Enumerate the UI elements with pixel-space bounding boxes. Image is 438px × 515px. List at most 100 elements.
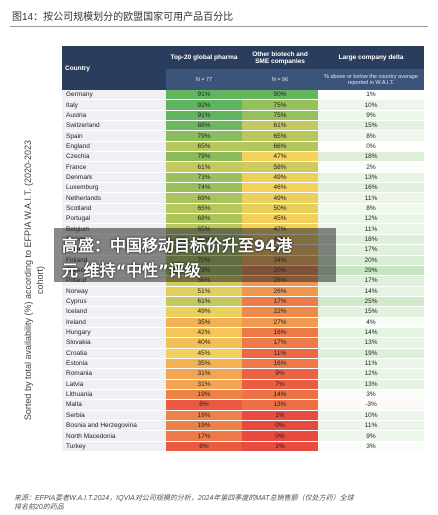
value-cell: 61% xyxy=(242,120,318,132)
side-label: Sorted by total availability (%) accordi… xyxy=(23,139,45,421)
table-row: Norway 51% 26% 14% xyxy=(62,286,424,297)
country-cell: Malta xyxy=(62,399,166,411)
value-cell: 4% xyxy=(318,317,424,328)
column-subheader: N = 96 xyxy=(242,69,318,90)
value-cell: 45% xyxy=(242,213,318,225)
value-cell: 7% xyxy=(242,379,318,390)
value-cell: 1% xyxy=(242,441,318,453)
table-row: Italy 92% 75% 10% xyxy=(62,99,424,111)
value-cell: 14% xyxy=(318,327,424,339)
value-cell: 79% xyxy=(166,130,242,142)
header-row: Country Top-20 global pharma Other biotech… xyxy=(62,46,424,90)
value-cell: 65% xyxy=(242,130,318,142)
value-cell: 10% xyxy=(318,410,424,422)
value-cell: 49% xyxy=(166,306,242,318)
value-cell: 16% xyxy=(242,327,318,339)
value-cell: 6% xyxy=(166,441,242,453)
table-row: Scotland 65% 50% 8% xyxy=(62,203,424,215)
country-cell: Ireland xyxy=(62,317,166,328)
column-subheader: N = 77 xyxy=(166,69,242,90)
country-cell: Latvia xyxy=(62,379,166,390)
table-row: Hungary 42% 16% 14% xyxy=(62,327,424,339)
value-cell: 11% xyxy=(318,192,424,204)
value-cell: 8% xyxy=(318,203,424,215)
value-cell: 16% xyxy=(242,358,318,370)
value-cell: 10% xyxy=(318,99,424,111)
value-cell: 15% xyxy=(318,306,424,318)
value-cell: 14% xyxy=(242,389,318,401)
table-row: Lithuania 19% 14% 3% xyxy=(62,389,424,401)
value-cell: 12% xyxy=(318,213,424,225)
overlay-line: 元 维持“中性”评级 xyxy=(62,261,201,280)
table-row: Luxemburg 74% 46% 16% xyxy=(62,182,424,194)
table-row: Austria 91% 75% 9% xyxy=(62,110,424,122)
availability-table: Country Top-20 global pharma Other biotech… xyxy=(62,46,424,453)
value-cell: 65% xyxy=(166,141,242,153)
country-cell: Austria xyxy=(62,110,166,122)
value-cell: 74% xyxy=(166,182,242,194)
value-cell: 13% xyxy=(318,172,424,184)
value-cell: 9% xyxy=(318,430,424,442)
country-cell: Netherlands xyxy=(62,192,166,204)
column-header: Large company delta xyxy=(318,46,424,70)
country-cell: Germany xyxy=(62,90,166,101)
value-cell: 31% xyxy=(166,379,242,390)
value-cell: 91% xyxy=(166,90,242,101)
country-cell: Cyprus xyxy=(62,296,166,308)
column-subheader: % above or below the country average rep… xyxy=(318,69,424,90)
value-cell: 20% xyxy=(318,255,424,266)
value-cell: 13% xyxy=(242,399,318,411)
value-cell: 17% xyxy=(318,275,424,287)
country-cell: Scotland xyxy=(62,203,166,215)
value-cell: 11% xyxy=(318,358,424,370)
country-cell: Spain xyxy=(62,130,166,142)
value-cell: 69% xyxy=(166,192,242,204)
value-cell: 31% xyxy=(166,368,242,380)
value-cell: 88% xyxy=(166,120,242,132)
value-cell: 35% xyxy=(166,317,242,328)
country-cell: Iceland xyxy=(62,306,166,318)
value-cell: 61% xyxy=(166,296,242,308)
value-cell: 79% xyxy=(166,151,242,163)
value-cell: 2% xyxy=(318,161,424,173)
value-cell: 19% xyxy=(318,348,424,359)
country-cell: Norway xyxy=(62,286,166,297)
overlay-line: 高盛：中国移动目标价升至94港 xyxy=(62,236,293,255)
title-rule xyxy=(10,26,428,27)
table-row: North Macedonia 17% 0% 9% xyxy=(62,430,424,442)
figure-title: 图14：按公司规模划分的欧盟国家可用产品百分比 xyxy=(12,12,234,23)
value-cell: 11% xyxy=(318,420,424,432)
country-cell: Serbia xyxy=(62,410,166,422)
value-cell: 1% xyxy=(318,90,424,101)
table-row: Turkey 6% 1% 3% xyxy=(62,441,424,453)
value-cell: 66% xyxy=(242,141,318,153)
value-cell: 46% xyxy=(242,182,318,194)
value-cell: 6% xyxy=(166,399,242,411)
value-cell: 47% xyxy=(242,151,318,163)
value-cell: 27% xyxy=(242,317,318,328)
table-row: Portugal 68% 45% 12% xyxy=(62,213,424,225)
table-row: Spain 79% 65% 8% xyxy=(62,130,424,142)
country-cell: North Macedonia xyxy=(62,430,166,442)
table-row: France 61% 58% 2% xyxy=(62,161,424,173)
country-cell: Denmark xyxy=(62,172,166,184)
table-row: Netherlands 69% 49% 11% xyxy=(62,192,424,204)
table-row: Cyprus 61% 17% 25% xyxy=(62,296,424,308)
side-label-box: Sorted by total availability (%) accordi… xyxy=(10,130,58,430)
value-cell: -3% xyxy=(318,399,424,411)
value-cell: 0% xyxy=(242,420,318,432)
value-cell: 18% xyxy=(318,151,424,163)
value-cell: 9% xyxy=(318,110,424,122)
country-cell: Bosnia and Herzegovina xyxy=(62,420,166,432)
value-cell: 42% xyxy=(166,327,242,339)
value-cell: 49% xyxy=(242,192,318,204)
value-cell: 49% xyxy=(242,172,318,184)
table-row: Germany 91% 90% 1% xyxy=(62,90,424,101)
value-cell: 40% xyxy=(166,337,242,349)
value-cell: 0% xyxy=(318,141,424,153)
value-cell: 73% xyxy=(166,172,242,184)
table-row: Croatia 45% 11% 19% xyxy=(62,348,424,359)
country-cell: Lithuania xyxy=(62,389,166,401)
value-cell: 3% xyxy=(318,441,424,453)
value-cell: 35% xyxy=(166,358,242,370)
